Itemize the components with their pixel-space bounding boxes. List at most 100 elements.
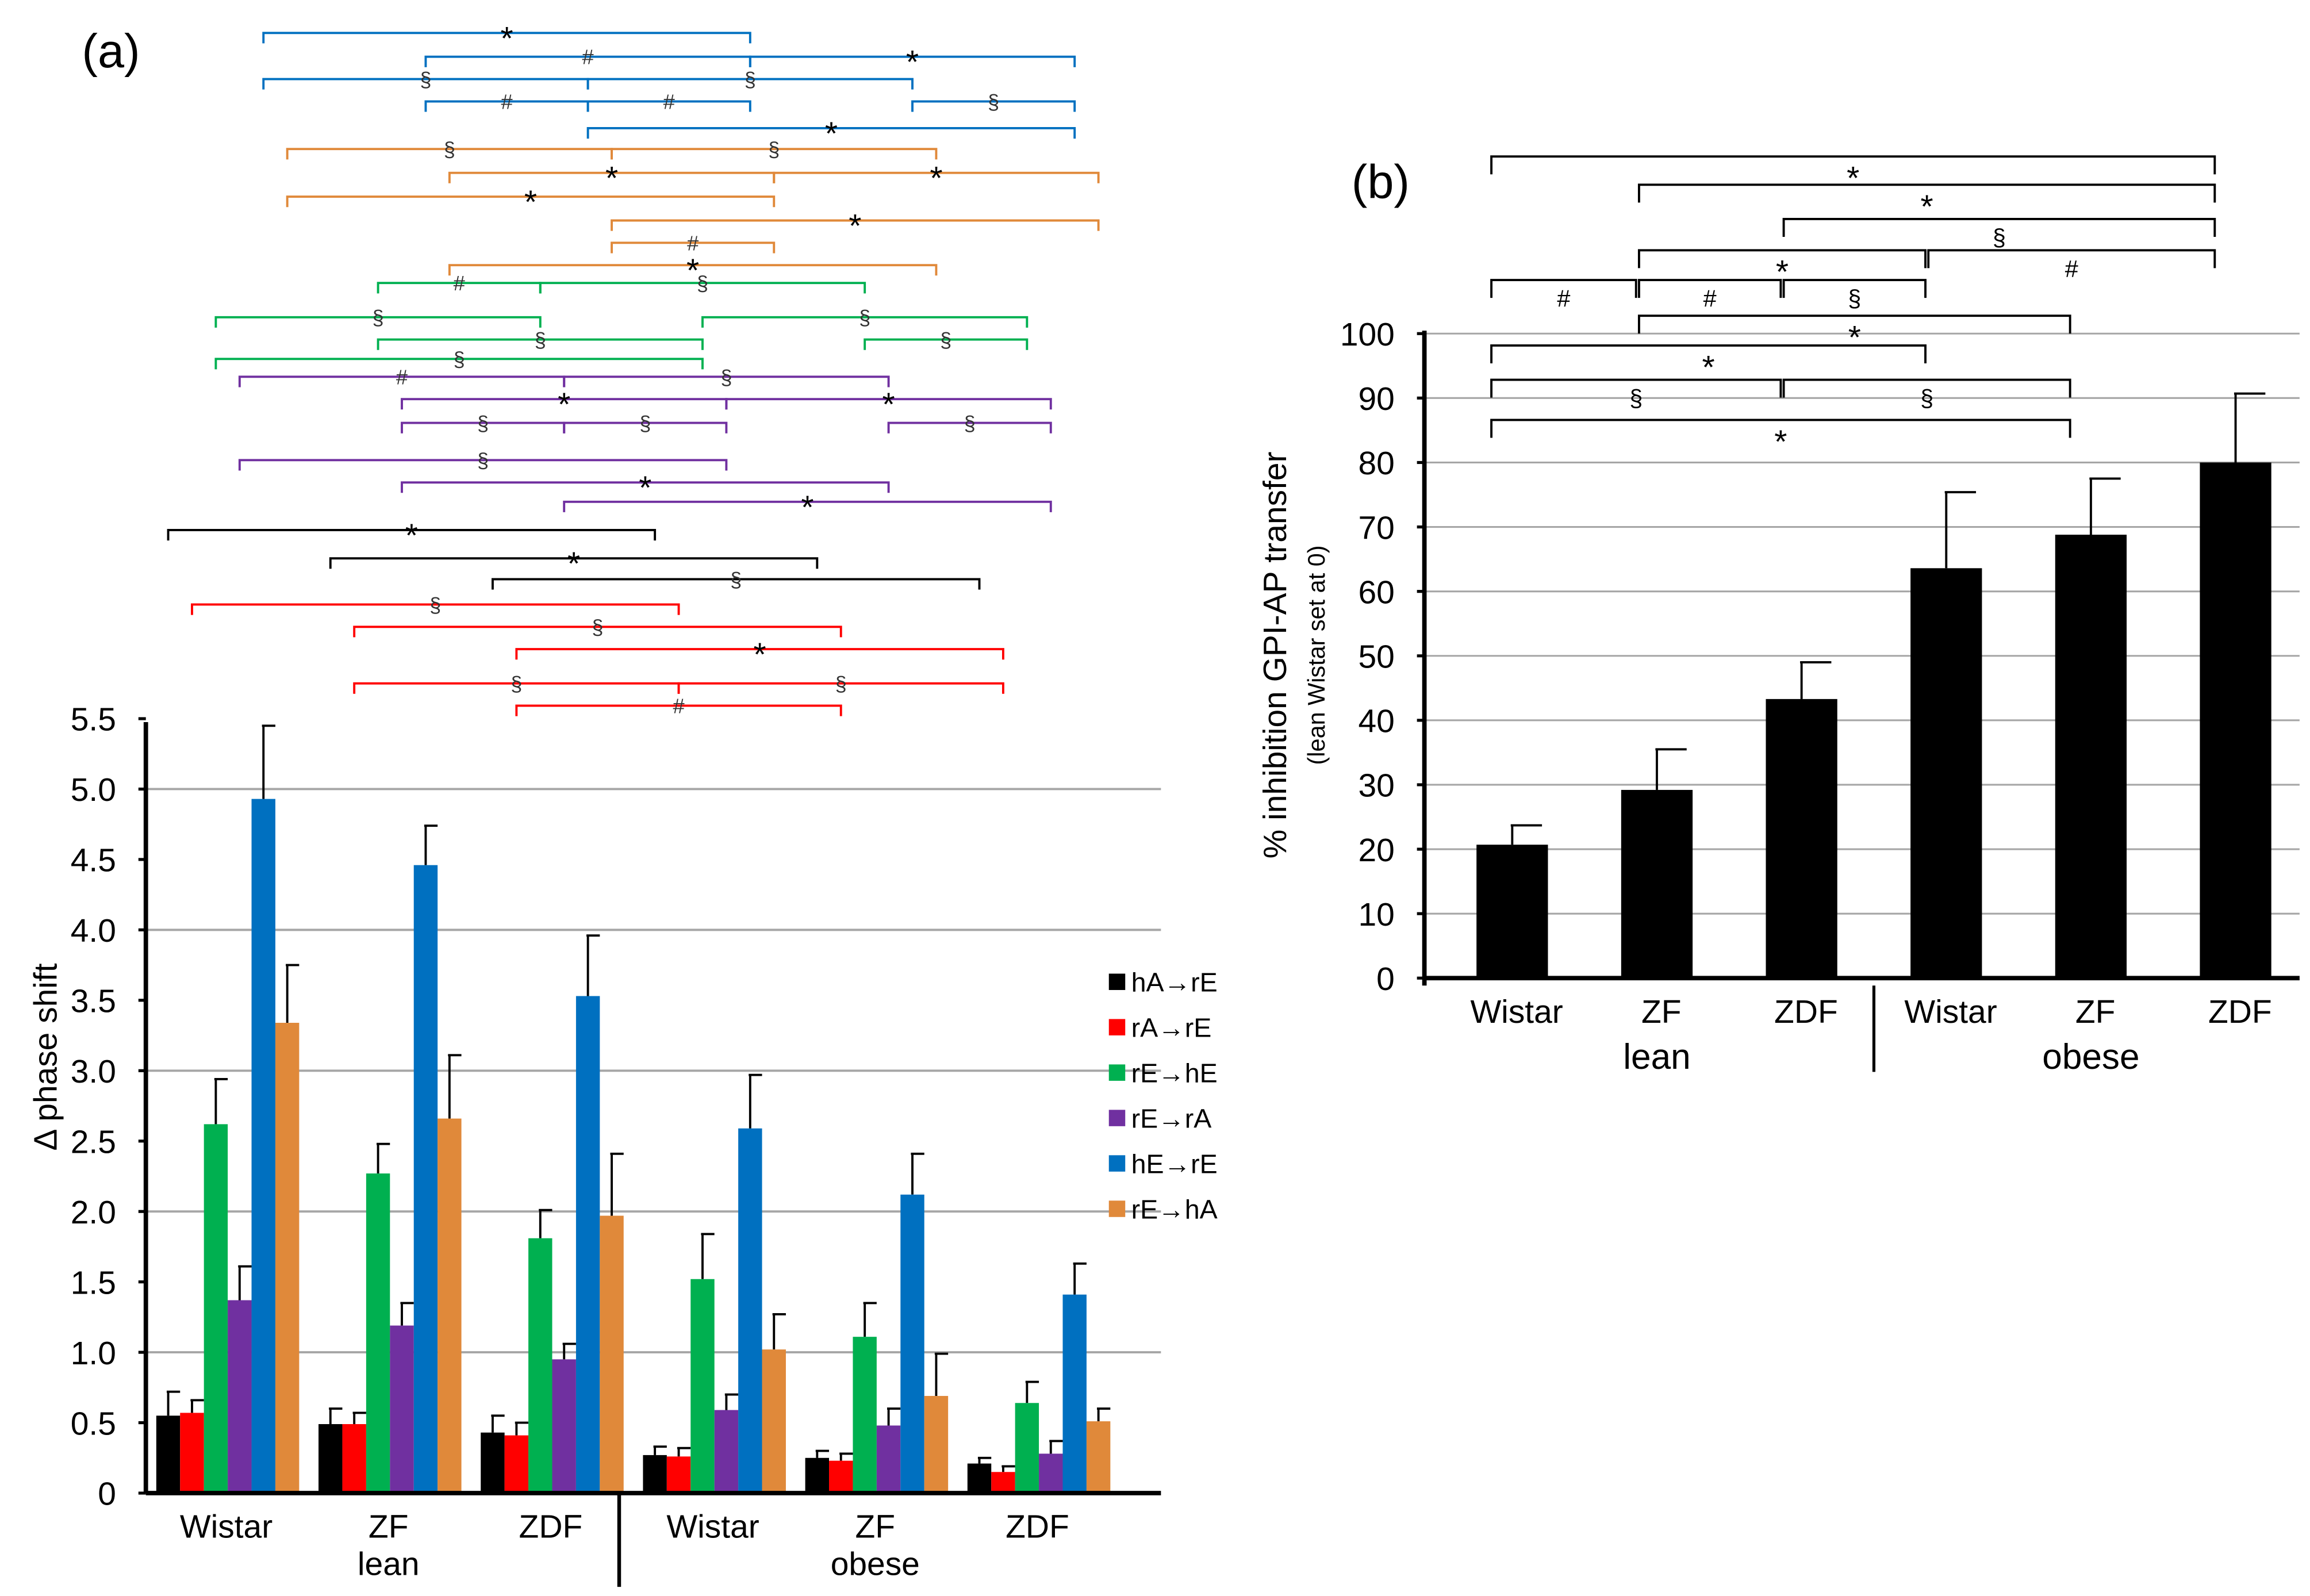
significance-symbol: # [687, 231, 699, 255]
y-tick-label: 50 [1358, 638, 1394, 675]
significance-symbol: # [396, 365, 408, 389]
bar-hA→rE [805, 1457, 830, 1494]
significance-symbol: § [988, 90, 999, 113]
significance-symbol: § [429, 593, 441, 616]
panel-b: (b) 0 10 20 30 40 50 60 70 80 90 100 % inhibition GP… [1257, 155, 2300, 1077]
y-tick-label: 100 [1340, 316, 1395, 353]
significance-bracket [1490, 155, 2216, 175]
x-tick-label: Wistar [1904, 993, 1997, 1030]
bar-rE→hA [600, 1215, 624, 1494]
bar [2200, 462, 2271, 979]
significance-symbol: § [835, 672, 847, 696]
bar-rE→hE [1015, 1403, 1039, 1494]
significance-symbol: § [639, 412, 651, 435]
significance-bracket [191, 603, 680, 615]
significance-bracket [586, 78, 914, 90]
significance-symbol: # [582, 45, 594, 69]
significance-symbol: * [801, 489, 814, 525]
significance-symbol: # [501, 90, 512, 113]
significance-bracket [1637, 249, 1927, 268]
significance-bracket [1637, 279, 1782, 298]
x-tick-label: ZF [2075, 993, 2116, 1030]
significance-bracket [214, 316, 542, 328]
legend-label: hA→rE [1131, 968, 1218, 998]
x-tick-label: ZF [1641, 993, 1682, 1030]
panel-label: (a) [82, 24, 140, 78]
bar-rE→hE [853, 1337, 877, 1494]
significance-symbol: § [454, 347, 465, 371]
significance-symbol: * [686, 252, 699, 289]
bar-rE→rA [714, 1410, 739, 1494]
significance-bracket [286, 195, 776, 208]
bar [1766, 699, 1837, 979]
significance-symbol: # [673, 694, 684, 718]
significance-bracket [377, 338, 704, 350]
significance-bracket [515, 704, 842, 716]
significance-bracket [539, 282, 866, 294]
bar-rE→hA [275, 1023, 300, 1494]
significance-symbol: § [535, 328, 546, 352]
bar-rA→rE [342, 1424, 366, 1494]
bar-hA→rE [481, 1432, 505, 1494]
bar-rE→hA [762, 1349, 786, 1494]
significance-symbol: § [940, 328, 951, 352]
y-tick-label: 0 [1376, 961, 1395, 998]
bar [1910, 568, 1982, 979]
bar-rE→hA [1086, 1421, 1111, 1494]
x-tick-label: ZDF [1774, 993, 1838, 1030]
legend-label: hE→rE [1131, 1149, 1218, 1179]
significance-symbol: * [849, 208, 861, 244]
group-label: obese [2042, 1037, 2139, 1077]
significance-symbol: § [768, 137, 780, 161]
legend-swatch [1108, 1064, 1126, 1081]
significance-bracket [773, 171, 1100, 183]
significance-symbol: * [405, 517, 418, 554]
significance-symbol: § [745, 67, 756, 91]
significance-bracket [1637, 183, 2216, 203]
significance-symbol: * [754, 636, 766, 673]
significance-bracket [611, 241, 776, 254]
significance-bracket [611, 148, 938, 160]
significance-bracket [563, 421, 728, 433]
significance-symbol: § [859, 306, 870, 329]
y-tick-label: 30 [1358, 768, 1394, 804]
significance-symbol: * [558, 386, 570, 423]
x-tick-label: Wistar [666, 1509, 759, 1545]
bar-hA→rE [967, 1463, 992, 1494]
significance-symbol: * [882, 386, 895, 423]
bar-hA→rE [319, 1424, 343, 1494]
significance-symbol: § [477, 412, 489, 435]
significance-bracket [1490, 344, 1927, 364]
y-axis-label: Δ phase shift [27, 963, 64, 1150]
significance-bracket [725, 398, 1052, 410]
significance-bracket [701, 316, 1029, 328]
significance-bracket [214, 358, 704, 370]
significance-symbol: * [500, 20, 513, 57]
significance-symbol: § [592, 615, 603, 639]
significance-bracket [563, 375, 890, 388]
significance-bracket [749, 55, 1076, 67]
legend-label: rE→hA [1131, 1194, 1218, 1224]
bar [1621, 789, 1693, 979]
y-axis-sublabel: (lean Wistar set at 0) [1303, 545, 1330, 765]
significance-bracket [1490, 378, 1782, 398]
bar-hE→rE [900, 1194, 924, 1494]
significance-symbol: * [1776, 254, 1789, 290]
y-tick-label: 1.0 [71, 1335, 116, 1372]
legend-swatch [1108, 1110, 1126, 1126]
significance-bracket [563, 500, 1052, 512]
significance-bracket [586, 127, 1076, 139]
group-label: lean [1623, 1037, 1690, 1077]
y-tick-label: 0 [98, 1476, 116, 1513]
significance-symbol: * [1848, 319, 1861, 356]
significance-bracket [1490, 419, 2071, 438]
significance-symbol: # [1703, 286, 1717, 312]
y-tick-label: 4.5 [71, 842, 116, 879]
legend-swatch [1108, 1155, 1126, 1172]
y-tick-label: 80 [1358, 445, 1394, 482]
significance-symbol: # [663, 90, 675, 113]
significance-symbol: # [1557, 286, 1570, 312]
bar-rA→rE [180, 1413, 204, 1494]
legend-label: rE→hE [1131, 1058, 1218, 1088]
significance-symbol: * [1921, 188, 1933, 225]
